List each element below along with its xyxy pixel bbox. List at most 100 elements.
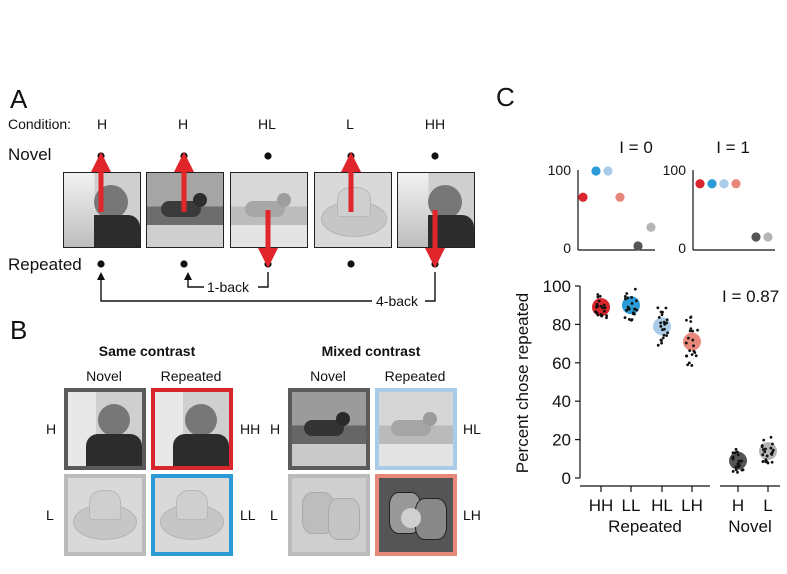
same-repeated-head: Repeated — [160, 368, 222, 384]
condition-4: L — [346, 116, 354, 132]
inset1-title: I = 1 — [716, 138, 750, 157]
condition-5: HH — [424, 116, 446, 132]
main-subject-point-hh — [602, 303, 606, 307]
photo-mixed-novel-l — [288, 474, 370, 556]
mixed-row-l: L — [270, 507, 278, 523]
main-subject-point-lh — [684, 354, 688, 358]
main-subject-point-hh — [600, 314, 604, 318]
inset0-point-h — [633, 241, 643, 251]
inset0-title: I = 0 — [619, 138, 653, 157]
main-ytick-label-60: 60 — [552, 354, 571, 373]
main-subject-point-l — [761, 459, 765, 463]
main-subject-point-hl — [659, 321, 663, 325]
inset0-point-ll — [591, 166, 601, 176]
photo-mixed-repeated-lh — [375, 474, 457, 556]
main-xtick-label-lh: LH — [681, 496, 703, 515]
main-subject-point-hh — [598, 294, 602, 298]
same-row-ll: LL — [240, 507, 256, 523]
main-subject-point-hl — [660, 339, 663, 343]
mixed-row-hl: HL — [463, 421, 481, 437]
main-subject-point-lh — [694, 354, 698, 358]
photo-same-repeated-ll — [151, 474, 233, 556]
main-subject-point-lh — [692, 344, 695, 348]
main-subject-point-ll — [625, 292, 629, 295]
main-subject-point-l — [761, 453, 765, 457]
main-subject-point-ll — [630, 296, 634, 299]
inset1-point-hl — [719, 179, 729, 189]
main-ytick-label-100: 100 — [543, 277, 571, 296]
main-annotation: I = 0.87 — [722, 287, 779, 306]
main-xtick-label-hl: HL — [651, 496, 673, 515]
main-subject-point-l — [762, 438, 766, 442]
main-subject-point-ll — [633, 287, 637, 291]
inset1-point-h — [751, 232, 761, 242]
inset0-point-lh — [615, 192, 625, 202]
main-subject-point-h — [733, 451, 737, 455]
main-subject-point-l — [764, 460, 768, 464]
main-subject-point-l — [764, 447, 767, 451]
one-back-label: 1-back — [207, 279, 250, 295]
main-subject-point-hl — [656, 343, 660, 347]
main-subject-point-h — [734, 468, 738, 472]
main-subject-point-hl — [663, 322, 667, 326]
inset0-tick-0: 0 — [563, 240, 571, 256]
main-subject-point-ll — [623, 316, 627, 320]
inset-chart-i1: I = 1 100 0 — [663, 138, 775, 256]
main-subject-point-h — [741, 468, 745, 472]
main-subject-point-h — [736, 465, 740, 469]
main-subject-point-lh — [689, 327, 693, 331]
inset1-point-l — [763, 232, 773, 242]
main-subject-point-l — [765, 454, 769, 458]
photo-dog-high — [146, 172, 224, 248]
main-ytick-label-40: 40 — [552, 392, 571, 411]
main-subject-point-hl — [657, 315, 661, 319]
main-subject-point-ll — [623, 295, 627, 298]
main-subject-point-lh — [688, 349, 692, 353]
main-subject-point-ll — [633, 312, 636, 316]
main-subject-point-h — [736, 470, 739, 474]
inset1-point-hh — [695, 179, 705, 189]
inset0-point-hh — [578, 192, 588, 202]
main-subject-point-ll — [627, 318, 631, 321]
main-y-label: Percent chose repeated — [513, 293, 532, 474]
main-subject-point-lh — [696, 328, 699, 332]
main-subject-point-lh — [688, 329, 692, 333]
main-subject-point-hl — [665, 318, 669, 322]
condition-title: Condition: — [8, 116, 72, 132]
condition-1: H — [96, 116, 108, 132]
same-row-hh: HH — [240, 421, 261, 437]
main-subject-point-hl — [661, 310, 664, 314]
main-subject-point-hl — [662, 320, 666, 324]
main-subject-point-hh — [597, 299, 601, 303]
main-subject-point-lh — [684, 341, 688, 345]
main-chart: Percent chose repeated I = 0.87 Repeated… — [513, 277, 780, 536]
main-subject-point-hh — [596, 304, 600, 308]
photo-same-novel-l — [64, 474, 146, 556]
photo-mixed-repeated-hl — [375, 388, 457, 470]
main-subject-point-lh — [693, 351, 697, 354]
photo-mixed-novel-h — [288, 388, 370, 470]
main-subject-point-h — [737, 459, 741, 463]
same-novel-head: Novel — [86, 368, 122, 384]
main-subject-point-h — [740, 459, 744, 463]
mixed-repeated-head: Repeated — [384, 368, 446, 384]
main-subject-point-l — [764, 458, 768, 461]
main-subject-point-hl — [665, 334, 668, 337]
main-subject-point-hl — [659, 324, 663, 328]
main-subject-point-h — [735, 450, 739, 454]
main-subject-point-h — [734, 465, 738, 469]
main-subject-point-hh — [605, 316, 608, 320]
main-subject-point-l — [769, 446, 773, 450]
main-subject-point-l — [769, 435, 773, 439]
inset1-point-ll — [707, 179, 717, 189]
main-subject-point-hl — [660, 313, 664, 317]
main-subject-point-l — [766, 461, 770, 465]
main-subject-point-ll — [626, 296, 630, 300]
panel-b-letter: B — [10, 315, 28, 345]
main-subject-point-hl — [662, 333, 666, 337]
main-subject-point-hl — [665, 321, 669, 325]
main-subject-point-lh — [687, 336, 690, 340]
main-subject-point-lh — [690, 353, 694, 356]
main-subject-point-hh — [599, 304, 603, 308]
